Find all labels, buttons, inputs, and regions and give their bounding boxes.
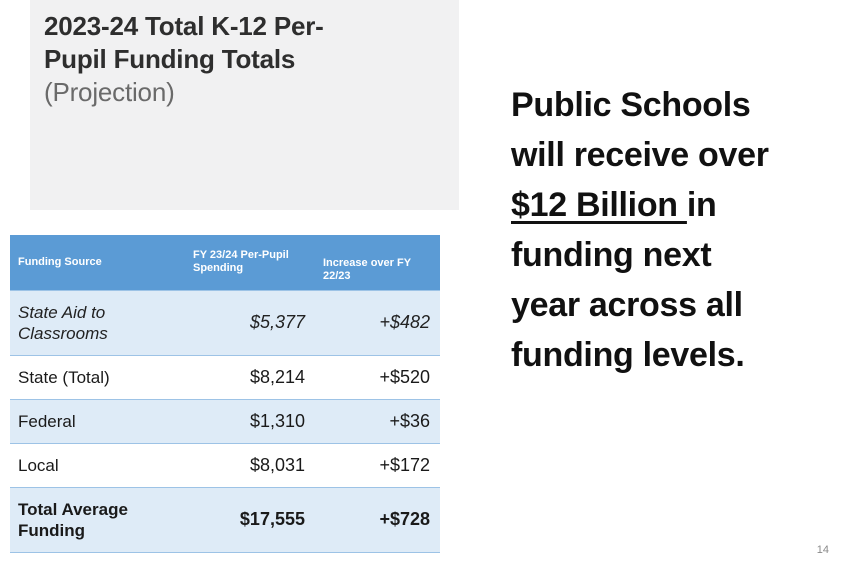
key-message-line-3: $12 Billion in (511, 180, 846, 230)
key-message-line-2: will receive over (511, 136, 769, 174)
table-header-row: Funding Source FY 23/24 Per-Pupil Spendi… (10, 235, 440, 291)
cell-spending: $1,310 (185, 399, 315, 444)
key-message-underlined-amount: $12 Billion (511, 186, 687, 224)
header-funding-source: Funding Source (10, 235, 185, 291)
page-number: 14 (816, 544, 829, 556)
key-message-line-5: year across all (511, 286, 743, 324)
cell-increase: +$36 (315, 399, 440, 444)
cell-increase: +$172 (315, 443, 440, 488)
key-message-line-6: funding levels. (511, 336, 745, 374)
cell-increase: +$728 (315, 487, 440, 553)
key-message-line-3-rest: in (686, 186, 717, 224)
cell-source: State (Total) (10, 355, 185, 400)
cell-source: State Aid to Classrooms (10, 290, 185, 356)
cell-spending: $8,031 (185, 443, 315, 488)
table-row: Local $8,031 +$172 (10, 443, 440, 488)
header-per-pupil-spending: FY 23/24 Per-Pupil Spending (185, 235, 315, 291)
slide-title-line-1: 2023-24 Total K-12 Per- (44, 11, 324, 41)
funding-table: Funding Source FY 23/24 Per-Pupil Spendi… (10, 235, 440, 553)
cell-spending: $5,377 (185, 290, 315, 356)
key-message: Public Schools will receive over $12 Bil… (511, 80, 846, 380)
table-row: Federal $1,310 +$36 (10, 399, 440, 444)
cell-source: Local (10, 443, 185, 488)
cell-source: Federal (10, 399, 185, 444)
cell-source: Total Average Funding (10, 487, 185, 553)
key-message-line-1: Public Schools (511, 86, 751, 124)
slide-title-projection: (Projection) (44, 77, 175, 107)
cell-spending: $17,555 (185, 487, 315, 553)
cell-spending: $8,214 (185, 355, 315, 400)
header-increase: Increase over FY 22/23 (315, 235, 440, 291)
slide-title-box: 2023-24 Total K-12 Per- Pupil Funding To… (30, 0, 459, 210)
table-row: State Aid to Classrooms $5,377 +$482 (10, 290, 440, 356)
slide-title-line-2: Pupil Funding Totals (44, 44, 296, 74)
key-message-line-4: funding next (511, 236, 712, 274)
cell-increase: +$520 (315, 355, 440, 400)
cell-increase: +$482 (315, 290, 440, 356)
table-row-total: Total Average Funding $17,555 +$728 (10, 487, 440, 553)
table-row: State (Total) $8,214 +$520 (10, 355, 440, 400)
